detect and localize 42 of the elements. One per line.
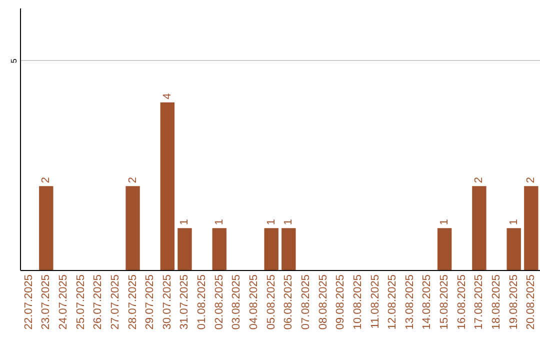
x-tick-label: 10.08.2025 xyxy=(352,274,364,330)
x-tick-label: 14.08.2025 xyxy=(421,274,434,330)
x-tick-label: 19.08.2025 xyxy=(508,274,520,330)
x-tick-label: 06.08.2025 xyxy=(282,274,295,330)
x-tick-label: 27.07.2025 xyxy=(109,274,122,330)
x-tick-label: 13.08.2025 xyxy=(404,274,416,330)
x-tick-label: 15.08.2025 xyxy=(438,274,451,330)
x-tick-label: 20.08.2025 xyxy=(525,274,538,330)
data-label: 2 xyxy=(40,177,52,184)
data-label: 2 xyxy=(473,177,486,184)
y-tick-label: 5 xyxy=(10,58,18,64)
data-label: 1 xyxy=(508,218,520,226)
x-tick-label: 11.08.2025 xyxy=(369,274,382,329)
x-tick-label: 08.08.2025 xyxy=(317,274,330,330)
x-tick-label: 22.07.2025 xyxy=(22,274,35,330)
data-label: 2 xyxy=(126,177,139,184)
x-tick-label: 07.08.2025 xyxy=(300,274,312,330)
x-tick-label: 30.07.2025 xyxy=(161,274,174,330)
x-tick-label: 18.08.2025 xyxy=(490,274,503,330)
x-tick-label: 25.07.2025 xyxy=(74,274,87,330)
x-tick-label: 09.08.2025 xyxy=(334,274,347,330)
data-label: 1 xyxy=(213,218,226,226)
data-label: 1 xyxy=(282,218,295,226)
data-label: 4 xyxy=(161,93,174,100)
x-tick-label: 28.07.2025 xyxy=(126,274,139,330)
data-label: 2 xyxy=(525,177,538,184)
x-tick-label: 12.08.2025 xyxy=(386,274,399,330)
x-tick-label: 23.07.2025 xyxy=(40,274,52,330)
x-tick-label: 05.08.2025 xyxy=(265,274,278,330)
data-label: 1 xyxy=(438,218,451,226)
x-tick-label: 17.08.2025 xyxy=(473,274,486,330)
x-tick-label: 29.07.2025 xyxy=(144,274,156,330)
x-tick-label: 24.07.2025 xyxy=(57,274,70,330)
x-tick-label: 02.08.2025 xyxy=(213,274,226,330)
data-label: 1 xyxy=(265,218,278,226)
x-tick-label: 26.07.2025 xyxy=(92,274,104,330)
data-label: 1 xyxy=(178,218,191,226)
x-tick-label: 16.08.2025 xyxy=(456,274,468,330)
x-tick-label: 04.08.2025 xyxy=(248,274,260,330)
x-tick-label: 31.07.2025 xyxy=(178,274,191,330)
x-tick-label: 03.08.2025 xyxy=(230,274,243,330)
x-tick-label: 01.08.2025 xyxy=(196,274,208,330)
